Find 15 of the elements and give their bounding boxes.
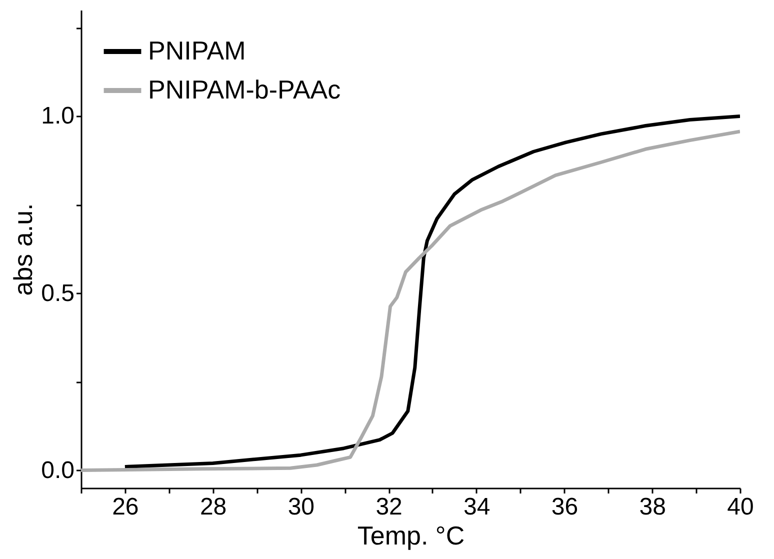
x-tick-label: 38: [639, 494, 666, 520]
legend-label: PNIPAM: [148, 36, 246, 66]
x-tick-label: 26: [112, 494, 139, 520]
y-axis-title: abs a.u.: [8, 203, 38, 296]
x-tick-label: 34: [464, 494, 490, 520]
x-tick-label: 32: [376, 494, 402, 520]
x-tick-label: 30: [288, 494, 315, 520]
y-tick-label: 0.0: [41, 456, 74, 484]
x-tick-label: 28: [200, 494, 227, 520]
legend-label: PNIPAM-b-PAAc: [148, 74, 341, 104]
y-tick-label: 1.0: [41, 102, 74, 130]
x-tick-label: 36: [551, 494, 578, 520]
x-axis-title: Temp. °C: [357, 520, 465, 550]
y-tick-label: 0.5: [41, 280, 74, 307]
x-tick-label: 40: [727, 494, 754, 520]
